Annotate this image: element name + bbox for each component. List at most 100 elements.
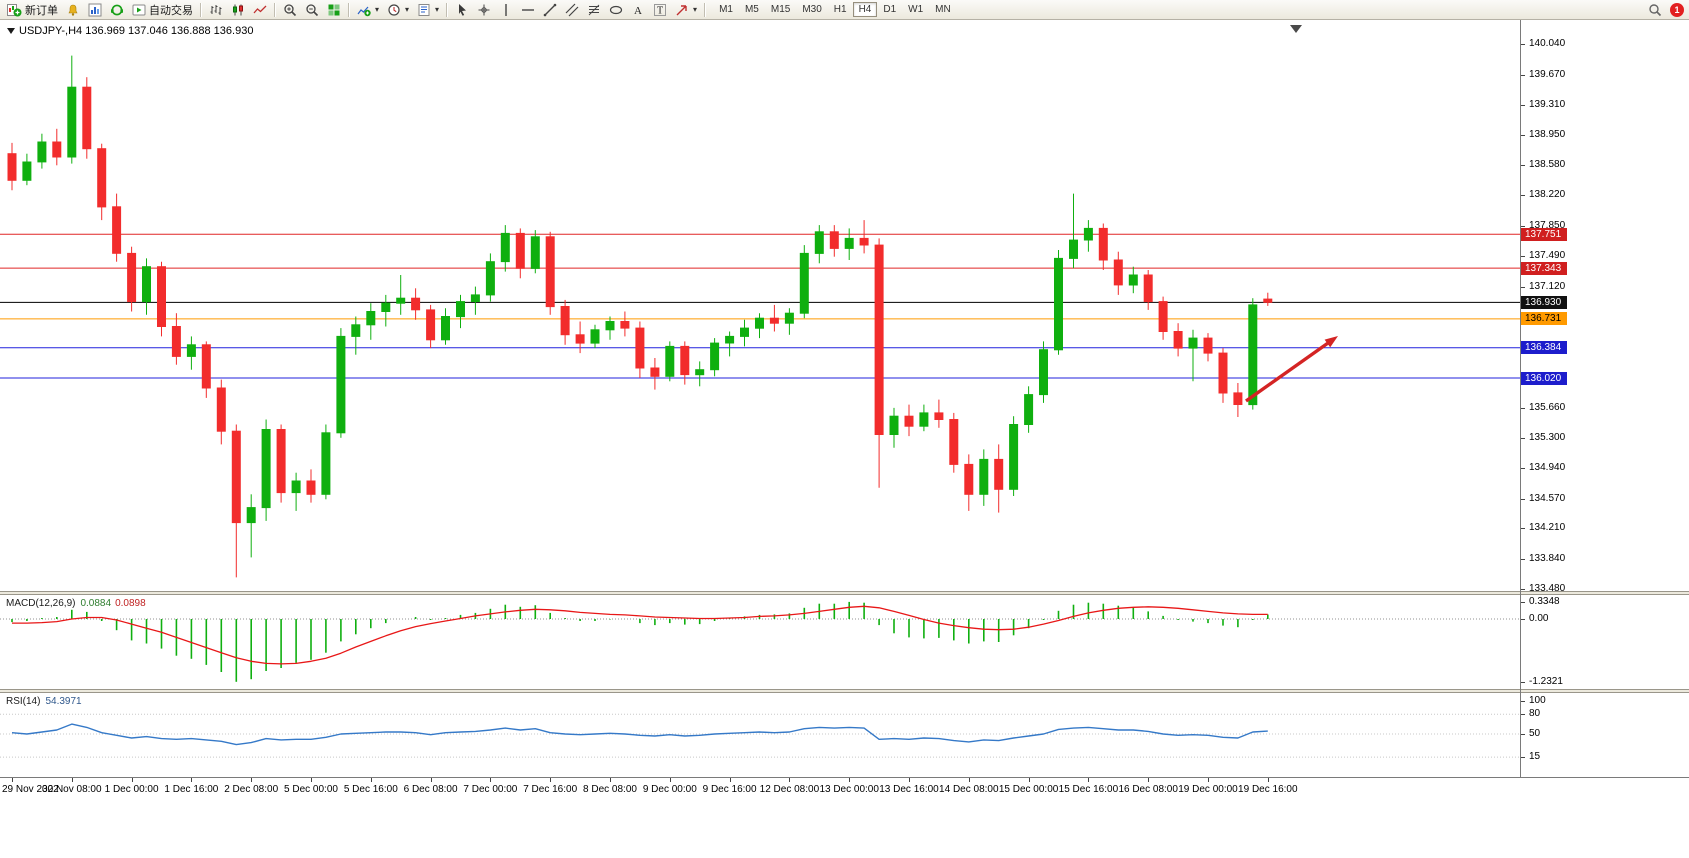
candle-body [1054,257,1063,351]
one-click-trading-toggle[interactable] [7,28,15,34]
chevron-down-icon: ▾ [375,4,380,14]
date-label: 1 Dec 00:00 [104,784,159,795]
zoom-in-button[interactable] [279,1,301,19]
svg-text:T: T [657,5,663,16]
arrow-annotation-head[interactable] [1324,336,1338,348]
candle-body [665,345,675,377]
candle-body [112,206,122,254]
price-axis[interactable]: 140.040 139.670 139.310 138.950 138.580 138.2… [1521,20,1689,594]
candle-body [1188,337,1198,349]
rsi-tick-label: 80 [1521,708,1540,720]
timeframe-w1[interactable]: W1 [908,4,924,15]
candle-body [874,244,884,435]
timeframe-mn[interactable]: MN [935,4,951,15]
date-tick [1267,778,1269,782]
community-button[interactable] [106,1,128,19]
vertical-line-button[interactable] [495,1,517,19]
tile-windows-button[interactable] [323,1,345,19]
arrows-button[interactable]: ▾ [671,1,701,19]
candle-body [321,432,331,495]
zoom-out-icon [306,3,319,16]
zoom-out-button[interactable] [301,1,323,19]
ellipse-button[interactable] [605,1,627,19]
candle-body [1143,274,1153,303]
alerts-button[interactable] [62,1,84,19]
templates-button[interactable]: ▾ [413,1,443,19]
trendline-icon [543,3,557,16]
chart-title: USDJPY-,H4 136.969 137.046 136.888 136.9… [19,25,254,37]
timeframe-m15[interactable]: M15 [770,4,791,15]
indicators-button[interactable]: ▾ [353,1,383,19]
macd-signal-value: 0.0898 [115,598,146,609]
vertical-line-icon [505,3,507,16]
search-button[interactable] [1644,1,1666,19]
price-tick-label: 137.850 [1521,220,1565,232]
candle-body [456,301,465,318]
candles-chart-button[interactable] [227,1,249,19]
price-tick-label: 135.660 [1521,402,1565,414]
rsi-chart-canvas[interactable] [0,693,1520,777]
template-icon [418,3,430,16]
timeframe-m30[interactable]: M30 [802,4,822,15]
price-tick-label: 135.300 [1521,432,1565,444]
crosshair-button[interactable] [473,1,495,19]
timeframe-m5[interactable]: M5 [744,4,759,15]
price-tick-label: 133.840 [1521,553,1565,565]
candle-body [276,429,286,494]
macd-axis[interactable]: 0.3348 0.00 -1.2321 [1521,595,1689,689]
candle-body [725,335,735,344]
timeframe-d1[interactable]: D1 [883,4,897,15]
candle-body [964,463,974,495]
candle-body [171,326,181,357]
fibonacci-button[interactable] [583,1,605,19]
candle-body [216,387,226,432]
line-chart-button[interactable] [249,1,271,19]
macd-signal-line [12,605,1268,665]
timeframe-h1[interactable]: H1 [833,4,847,15]
chevron-down-icon: ▾ [693,4,698,14]
charts-button[interactable] [84,1,106,19]
text-button[interactable]: A [627,1,649,19]
notification-badge[interactable]: 1 [1670,2,1684,17]
channel-button[interactable] [561,1,583,19]
timeframe-h4[interactable]: H4 [852,2,878,17]
candle-body [680,345,690,376]
price-chart-canvas[interactable] [0,20,1520,591]
rsi-axis[interactable]: 100 80 50 15 [1521,693,1689,777]
date-label: 12 Dec 08:00 [759,784,820,795]
date-label: 19 Dec 16:00 [1238,784,1298,795]
date-tick [71,778,73,782]
date-tick [12,778,13,782]
panel-splitter[interactable] [0,591,1689,595]
date-tick [729,778,731,782]
text-label-button[interactable]: T [649,1,671,19]
timeframe-m1[interactable]: M1 [719,4,733,15]
new-order-button[interactable]: 新订单 [3,1,62,19]
cursor-button[interactable] [451,1,473,19]
play-icon [132,4,146,15]
date-tick [1148,778,1150,782]
date-axis[interactable]: 29 Nov 2022 30 Nov 08:00 1 Dec 00:00 1 Dec … [0,777,1689,801]
candle-body [336,335,346,434]
candle-body [1248,304,1258,406]
date-tick [1088,778,1090,782]
candle-body [590,329,600,344]
candle-body [769,317,779,324]
rsi-label: RSI(14) 54.3971 [6,696,82,707]
horizontal-line-button[interactable] [517,1,539,19]
trendline-button[interactable] [539,1,561,19]
arrow-annotation-line[interactable] [1245,339,1333,403]
periods-button[interactable]: ▾ [383,1,413,19]
text-label-icon: T [654,3,667,16]
auto-trading-button[interactable]: 自动交易 [128,1,197,19]
date-label: 1 Dec 16:00 [164,784,219,795]
macd-chart-canvas[interactable] [0,595,1520,689]
candle-body [142,266,151,303]
panel-splitter[interactable] [0,689,1689,693]
price-line-label-136.020: 136.020 [1521,371,1567,385]
price-tick-label: 134.210 [1521,522,1565,534]
bars-chart-button[interactable] [205,1,227,19]
candle-body [500,232,510,263]
chart-shift-marker[interactable] [1290,25,1302,33]
candle-body [411,297,421,311]
